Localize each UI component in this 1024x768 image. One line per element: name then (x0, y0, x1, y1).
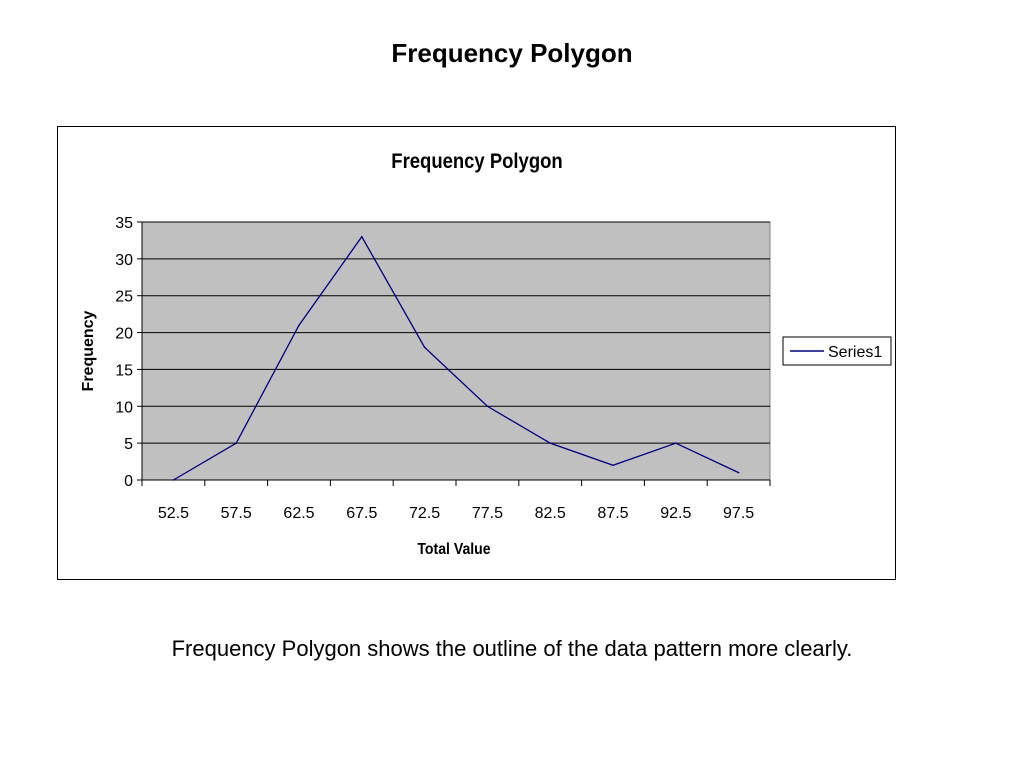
y-tick-label: 5 (124, 436, 133, 453)
chart-title: Frequency Polygon (391, 150, 562, 173)
x-tick-label: 82.5 (535, 505, 566, 522)
x-tick-label: 92.5 (660, 505, 691, 522)
data-point (549, 442, 551, 444)
slide-caption: Frequency Polygon shows the outline of t… (171, 636, 853, 661)
y-axis-ticks: 0 5 10 15 20 25 30 35 (115, 215, 142, 490)
data-point (298, 324, 300, 326)
x-axis-ticks: 52.5 57.5 62.5 67.5 72.5 77.5 82.5 87.5 92.5 97.5 (141, 480, 771, 522)
x-tick-label: 67.5 (346, 505, 377, 522)
data-point (423, 346, 426, 349)
frequency-polygon-chart: Frequency Polygon 0 5 10 15 20 25 30 35 52.5 57.… (80, 150, 892, 558)
slide-title: Frequency Polygon (391, 38, 633, 68)
series-line-1 (173, 235, 739, 481)
x-tick-label: 57.5 (221, 505, 252, 522)
y-tick-label: 20 (115, 326, 133, 343)
data-point (172, 479, 175, 481)
y-tick-label: 10 (115, 399, 133, 416)
chart-frame: Frequency Polygon 0 5 10 15 20 25 30 35 52.5 57.… (57, 126, 896, 580)
grid-lines (142, 221, 770, 444)
data-point (361, 235, 363, 238)
x-axis-label: Total Value (417, 540, 490, 558)
y-tick-label: 35 (115, 215, 133, 232)
plot-area (141, 221, 771, 481)
x-tick-label: 72.5 (409, 505, 440, 522)
x-tick-label: 52.5 (158, 505, 189, 522)
legend-label: Series1 (828, 344, 882, 361)
y-tick-label: 0 (124, 473, 133, 490)
y-tick-label: 30 (115, 252, 133, 269)
x-tick-label: 87.5 (597, 505, 628, 522)
y-tick-label: 25 (115, 289, 133, 306)
data-point (612, 464, 614, 467)
series-group (172, 235, 740, 481)
data-point (675, 442, 677, 444)
x-tick-label: 97.5 (723, 505, 754, 522)
legend: Series1 (782, 336, 892, 366)
data-point (235, 442, 237, 444)
data-point (737, 471, 740, 474)
data-point (486, 405, 489, 408)
y-axis-label: Frequency (80, 310, 97, 391)
x-tick-label: 62.5 (283, 505, 314, 522)
x-tick-label: 77.5 (472, 505, 503, 522)
y-tick-label: 15 (115, 362, 133, 379)
